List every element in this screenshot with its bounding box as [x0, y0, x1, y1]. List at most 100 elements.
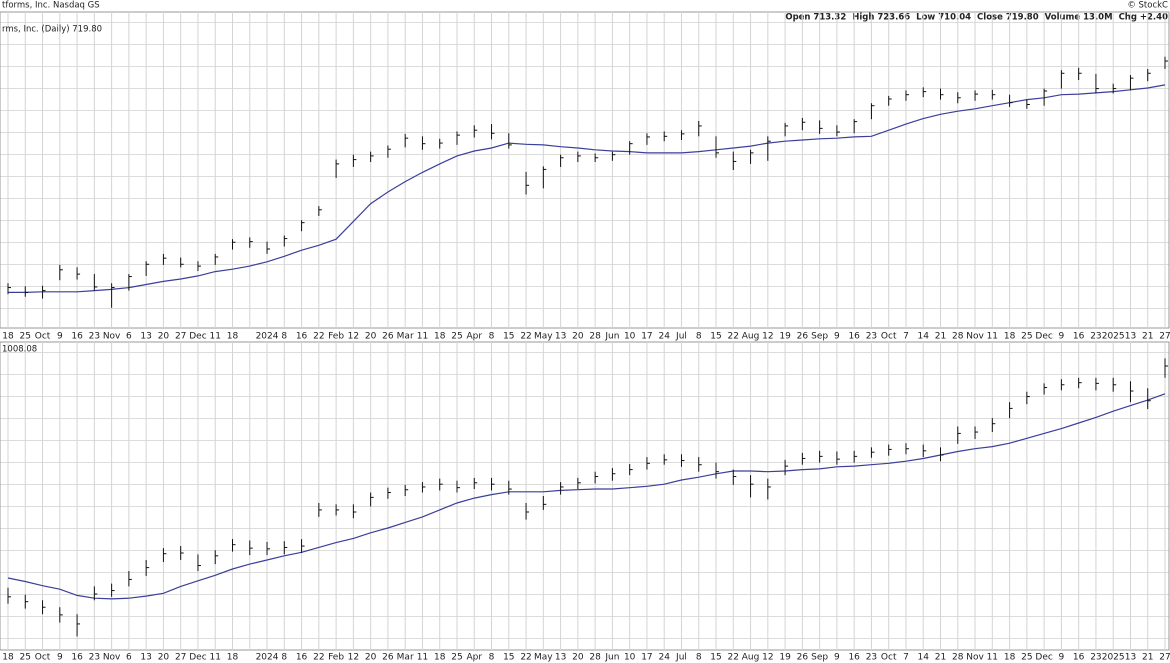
- x-tick-label: 15: [710, 653, 721, 663]
- x-tick-label: 18: [2, 653, 14, 663]
- x-tick-label: 2025: [1102, 653, 1125, 663]
- panel-title: rms, Inc. (Daily) 719.80: [2, 25, 102, 35]
- x-tick-label: 19: [779, 653, 791, 663]
- x-tick-label: 12: [348, 653, 359, 663]
- x-tick-label: Dec: [1035, 653, 1052, 663]
- x-tick-label: 26: [382, 653, 394, 663]
- x-tick-label: 13: [555, 332, 566, 342]
- x-tick-label: Nov: [966, 332, 984, 342]
- x-tick-label: 25: [1021, 332, 1032, 342]
- x-tick-label: 17: [641, 653, 652, 663]
- x-tick-label: 2025: [1102, 332, 1125, 342]
- x-tick-label: 16: [848, 332, 860, 342]
- x-tick-label: 11: [209, 653, 220, 663]
- x-tick-label: 25: [20, 332, 31, 342]
- x-tick-label: 22: [313, 653, 324, 663]
- x-tick-label: 10: [624, 653, 636, 663]
- x-tick-label: Oct: [35, 653, 51, 663]
- quote-item: Low 710.04: [916, 13, 971, 23]
- x-tick-label: 12: [762, 332, 773, 342]
- x-tick-label: 25: [451, 653, 462, 663]
- x-tick-label: Dec: [1035, 332, 1052, 342]
- x-tick-label: 28: [952, 332, 964, 342]
- copyright: © StockC: [1127, 1, 1168, 11]
- x-tick-label: 6: [126, 332, 132, 342]
- x-tick-label: Oct: [35, 332, 51, 342]
- x-tick-label: 21: [935, 332, 946, 342]
- x-tick-label: Jul: [675, 332, 687, 342]
- x-tick-label: Nov: [103, 653, 121, 663]
- moving-average: [7, 393, 1166, 600]
- x-tick-label: 16: [296, 653, 308, 663]
- quote-item: High 723.66: [852, 13, 910, 23]
- x-tick-label: 16: [71, 653, 83, 663]
- x-tick-label: 23: [866, 653, 877, 663]
- x-tick-label: 26: [797, 332, 809, 342]
- x-tick-label: 27: [175, 332, 186, 342]
- company: tforms, Inc. Nasdaq GS: [2, 1, 100, 11]
- x-tick-label: Jun: [604, 653, 619, 663]
- x-tick-label: 18: [1004, 332, 1016, 342]
- x-tick-label: 16: [296, 332, 308, 342]
- x-tick-label: 11: [987, 332, 998, 342]
- x-tick-label: 13: [1125, 332, 1136, 342]
- x-tick-label: Oct: [881, 653, 897, 663]
- x-tick-label: 21: [1142, 653, 1153, 663]
- x-tick-label: 20: [158, 653, 170, 663]
- x-tick-label: 16: [1073, 332, 1085, 342]
- x-tick-label: Apr: [466, 653, 482, 663]
- x-tick-label: 27: [175, 653, 186, 663]
- x-tick-label: 18: [434, 653, 446, 663]
- x-tick-label: 9: [1059, 653, 1065, 663]
- x-tick-label: 13: [140, 332, 151, 342]
- x-tick-label: 22: [520, 653, 531, 663]
- x-tick-label: 18: [227, 653, 239, 663]
- x-tick-label: May: [534, 653, 553, 663]
- moving-average: [8, 84, 1166, 293]
- x-tick-label: 28: [952, 653, 964, 663]
- x-tick-label: Feb: [328, 653, 344, 663]
- x-tick-label: 23: [866, 332, 877, 342]
- x-tick-label: 14: [918, 653, 930, 663]
- x-tick-label: 20: [365, 653, 377, 663]
- x-tick-label: 16: [71, 332, 83, 342]
- x-tick-label: Feb: [328, 332, 344, 342]
- x-tick-label: 8: [489, 332, 495, 342]
- x-tick-label: 7: [903, 332, 909, 342]
- x-tick-label: 9: [1059, 332, 1065, 342]
- x-tick-label: May: [534, 332, 553, 342]
- x-tick-label: Mar: [397, 653, 414, 663]
- x-tick-label: 18: [434, 332, 446, 342]
- x-tick-label: Mar: [397, 332, 414, 342]
- x-tick-label: 18: [2, 332, 14, 342]
- x-tick-label: Jun: [604, 332, 619, 342]
- x-tick-label: 11: [417, 653, 428, 663]
- x-tick-label: 9: [834, 653, 840, 663]
- x-tick-label: 8: [696, 653, 702, 663]
- x-tick-label: 27: [1159, 332, 1170, 342]
- x-tick-label: 20: [572, 653, 584, 663]
- x-tick-label: 11: [417, 332, 428, 342]
- x-tick-label: 18: [227, 332, 239, 342]
- x-tick-label: 19: [779, 332, 791, 342]
- x-tick-label: 25: [20, 653, 31, 663]
- x-tick-label: 24: [658, 653, 670, 663]
- x-tick-label: 12: [762, 653, 773, 663]
- x-tick-label: Oct: [881, 332, 897, 342]
- x-tick-label: 8: [281, 332, 287, 342]
- x-tick-label: 2024: [256, 653, 279, 663]
- panel-title: 1008.08: [2, 345, 37, 355]
- x-tick-label: 7: [903, 653, 909, 663]
- x-tick-label: 26: [797, 653, 809, 663]
- panel-1: [0, 11, 1170, 329]
- x-tick-label: 6: [126, 653, 132, 663]
- x-tick-label: 8: [696, 332, 702, 342]
- x-tick-label: 13: [555, 653, 566, 663]
- x-tick-label: 22: [728, 332, 739, 342]
- x-tick-label: 15: [503, 332, 514, 342]
- x-tick-label: 24: [658, 332, 670, 342]
- x-tick-label: 9: [834, 332, 840, 342]
- x-tick-label: 22: [728, 653, 739, 663]
- x-tick-label: 20: [572, 332, 584, 342]
